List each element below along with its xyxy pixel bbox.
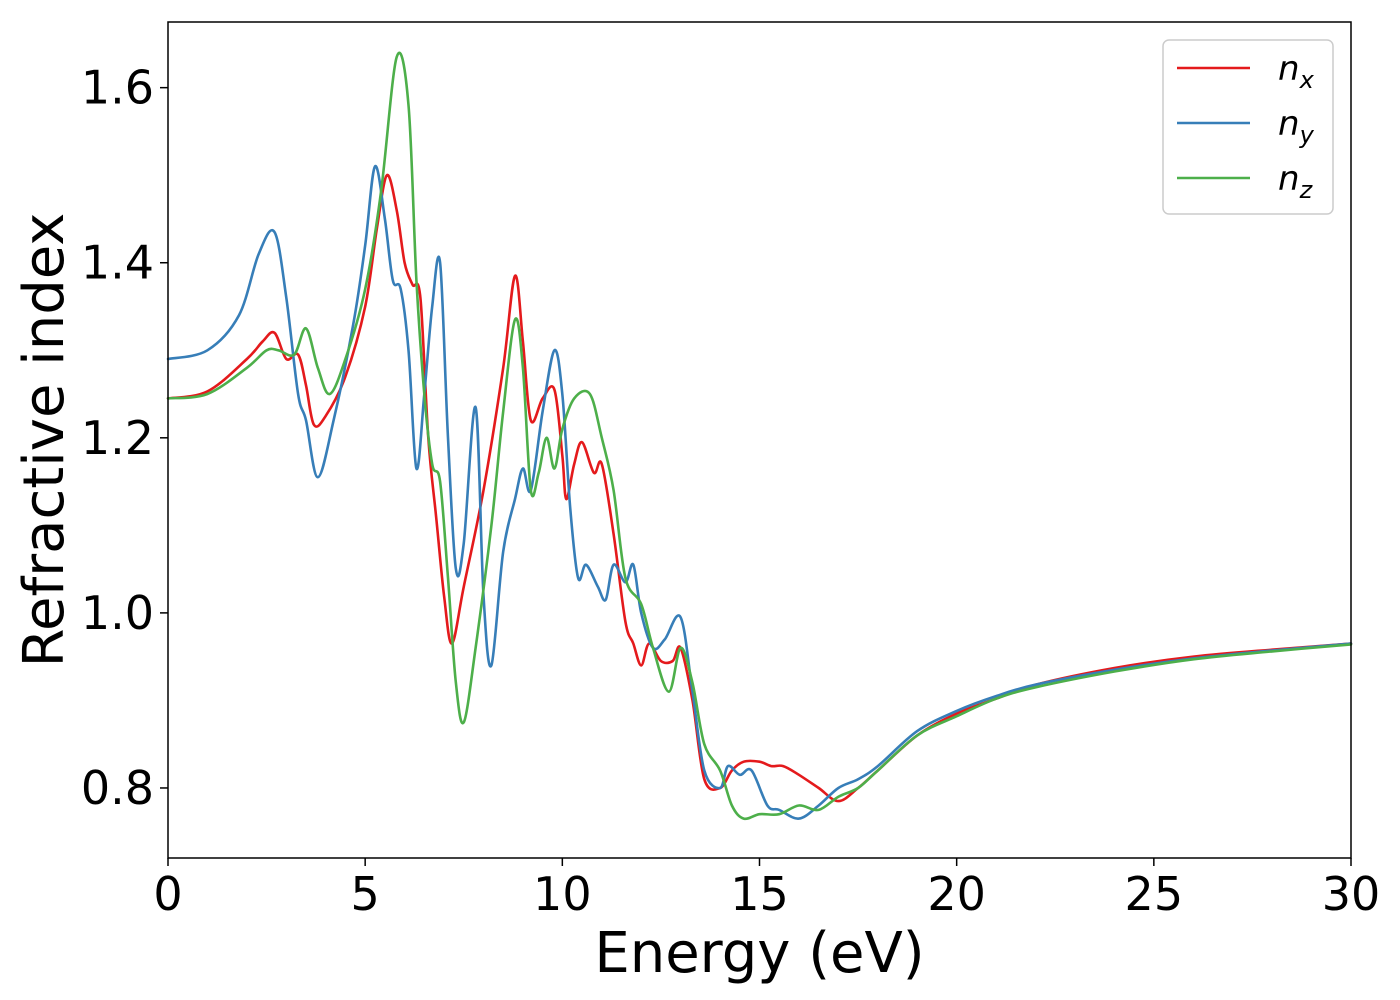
x-tick-label: 0 — [153, 867, 182, 921]
legend-label-subscript: y — [1299, 121, 1315, 149]
legend-label-subscript: x — [1299, 66, 1315, 94]
x-axis: 0 5 10 15 20 25 30 — [153, 858, 1380, 921]
y-axis: 0.8 1.0 1.2 1.4 1.6 — [81, 61, 168, 815]
legend-label-n-x: nx — [1278, 49, 1315, 94]
legend-label-subscript: z — [1299, 176, 1314, 204]
y-tick-label: 1.4 — [81, 236, 154, 290]
legend-box — [1162, 39, 1334, 215]
series-line-n-y — [166, 165, 1353, 820]
x-tick-label: 5 — [351, 867, 380, 921]
x-tick-label: 10 — [533, 867, 592, 921]
legend-label-base: n — [1278, 159, 1300, 199]
legend-label-base: n — [1278, 104, 1300, 144]
y-axis-label: Refractive index — [12, 213, 77, 668]
x-axis-label: Energy (eV) — [594, 921, 924, 986]
y-tick-label: 1.0 — [81, 586, 154, 640]
x-tick-label: 15 — [730, 867, 789, 921]
legend-label-n-z: nz — [1278, 159, 1314, 204]
legend-label-base: n — [1278, 49, 1300, 89]
x-tick-label: 25 — [1125, 867, 1184, 921]
y-tick-label: 0.8 — [81, 761, 154, 815]
series-layer — [166, 51, 1353, 821]
legend-label-n-y: ny — [1278, 104, 1315, 149]
series-line-n-z — [166, 51, 1353, 821]
y-tick-label: 1.6 — [81, 61, 154, 115]
y-tick-label: 1.2 — [81, 411, 154, 465]
x-tick-label: 20 — [927, 867, 986, 921]
series-line-n-x — [166, 173, 1353, 803]
x-tick-label: 30 — [1322, 867, 1381, 921]
